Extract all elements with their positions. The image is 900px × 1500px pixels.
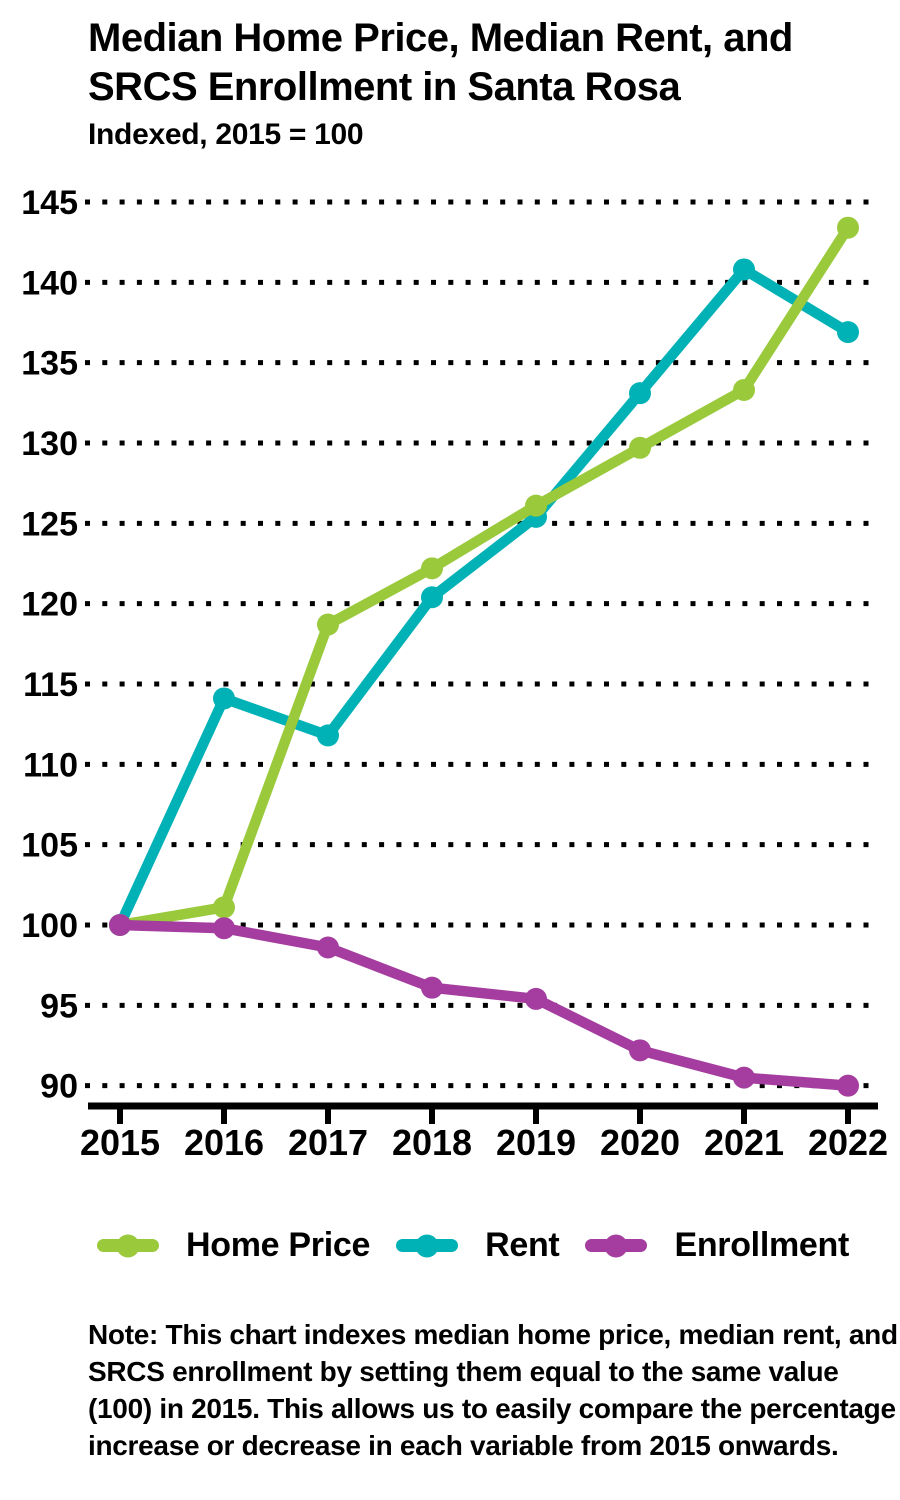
data-point-enrollment-2015: [109, 914, 131, 936]
y-tick-label: 105: [21, 827, 78, 865]
data-point-home-price-2022: [837, 216, 859, 239]
x-tick-label: 2021: [704, 1122, 784, 1163]
y-tick-label: 110: [23, 746, 78, 784]
data-point-rent-2020: [629, 382, 651, 405]
x-tick-label: 2017: [288, 1122, 368, 1163]
x-tick-label: 2022: [808, 1122, 888, 1163]
data-point-rent-2017: [317, 724, 339, 747]
x-tick-label: 2018: [392, 1122, 472, 1163]
series-line-home-price: [114, 222, 854, 931]
legend-item-enrollment: Enrollment: [585, 1226, 849, 1265]
footnote: Note: This chart indexes median home pri…: [88, 1319, 898, 1461]
data-point-home-price-2018: [421, 557, 443, 580]
data-point-enrollment-2018: [421, 976, 443, 999]
legend-label-enrollment: Enrollment: [674, 1226, 850, 1264]
data-point-home-price-2019: [525, 494, 547, 517]
data-point-enrollment-2022: [837, 1074, 859, 1097]
legend-swatch-home-price: [96, 1234, 159, 1257]
y-tick-label: 140: [21, 264, 78, 302]
legend-marker-dot: [604, 1234, 628, 1257]
data-point-home-price-2020: [629, 436, 651, 459]
data-point-rent-2021: [733, 258, 755, 281]
y-tick-label: 115: [23, 666, 78, 704]
legend-marker-dot: [415, 1234, 439, 1257]
data-point-rent-2022: [837, 321, 859, 344]
y-tick-label: 95: [40, 987, 78, 1025]
chart-subtitle: Indexed, 2015 = 100: [88, 118, 364, 151]
legend-label-rent: Rent: [485, 1226, 560, 1264]
y-tick-label: 120: [21, 586, 78, 624]
legend-swatch-rent: [396, 1234, 459, 1257]
data-point-enrollment-2017: [317, 936, 339, 959]
legend-marker-dot: [116, 1234, 140, 1257]
line-chart: 90 95 100 105 110 115 120 125 130 135 140 145 2015 20…: [21, 184, 888, 1163]
data-point-home-price-2016: [213, 896, 235, 919]
series-line-enrollment: [114, 919, 854, 1091]
data-point-home-price-2017: [317, 613, 339, 636]
x-tick-label: 2016: [184, 1122, 264, 1163]
y-tick-label: 90: [40, 1068, 78, 1106]
data-point-enrollment-2019: [525, 987, 547, 1010]
data-point-enrollment-2016: [213, 917, 235, 940]
data-point-enrollment-2020: [629, 1039, 651, 1062]
data-point-enrollment-2021: [733, 1066, 755, 1089]
legend-item-home-price: Home Price: [96, 1226, 371, 1265]
y-tick-label: 145: [21, 184, 78, 222]
data-point-rent-2018: [421, 586, 443, 609]
legend-swatch-enrollment: [585, 1234, 648, 1257]
data-point-home-price-2021: [733, 378, 755, 401]
data-point-rent-2016: [213, 687, 235, 710]
chart-title: Median Home Price, Median Rent, and SRCS…: [88, 16, 793, 109]
y-tick-label: 100: [21, 907, 78, 945]
y-tick-label: 130: [21, 425, 78, 463]
legend-item-rent: Rent: [396, 1226, 560, 1265]
x-tick-label: 2015: [80, 1122, 160, 1163]
chart-legend: Home Price Rent Enrollment: [0, 1226, 900, 1265]
series-line-rent: [114, 264, 854, 931]
y-tick-label: 125: [21, 505, 78, 543]
x-tick-label: 2020: [600, 1122, 680, 1163]
y-tick-label: 135: [21, 345, 78, 383]
legend-label-home-price: Home Price: [185, 1226, 371, 1264]
x-tick-label: 2019: [496, 1122, 576, 1163]
